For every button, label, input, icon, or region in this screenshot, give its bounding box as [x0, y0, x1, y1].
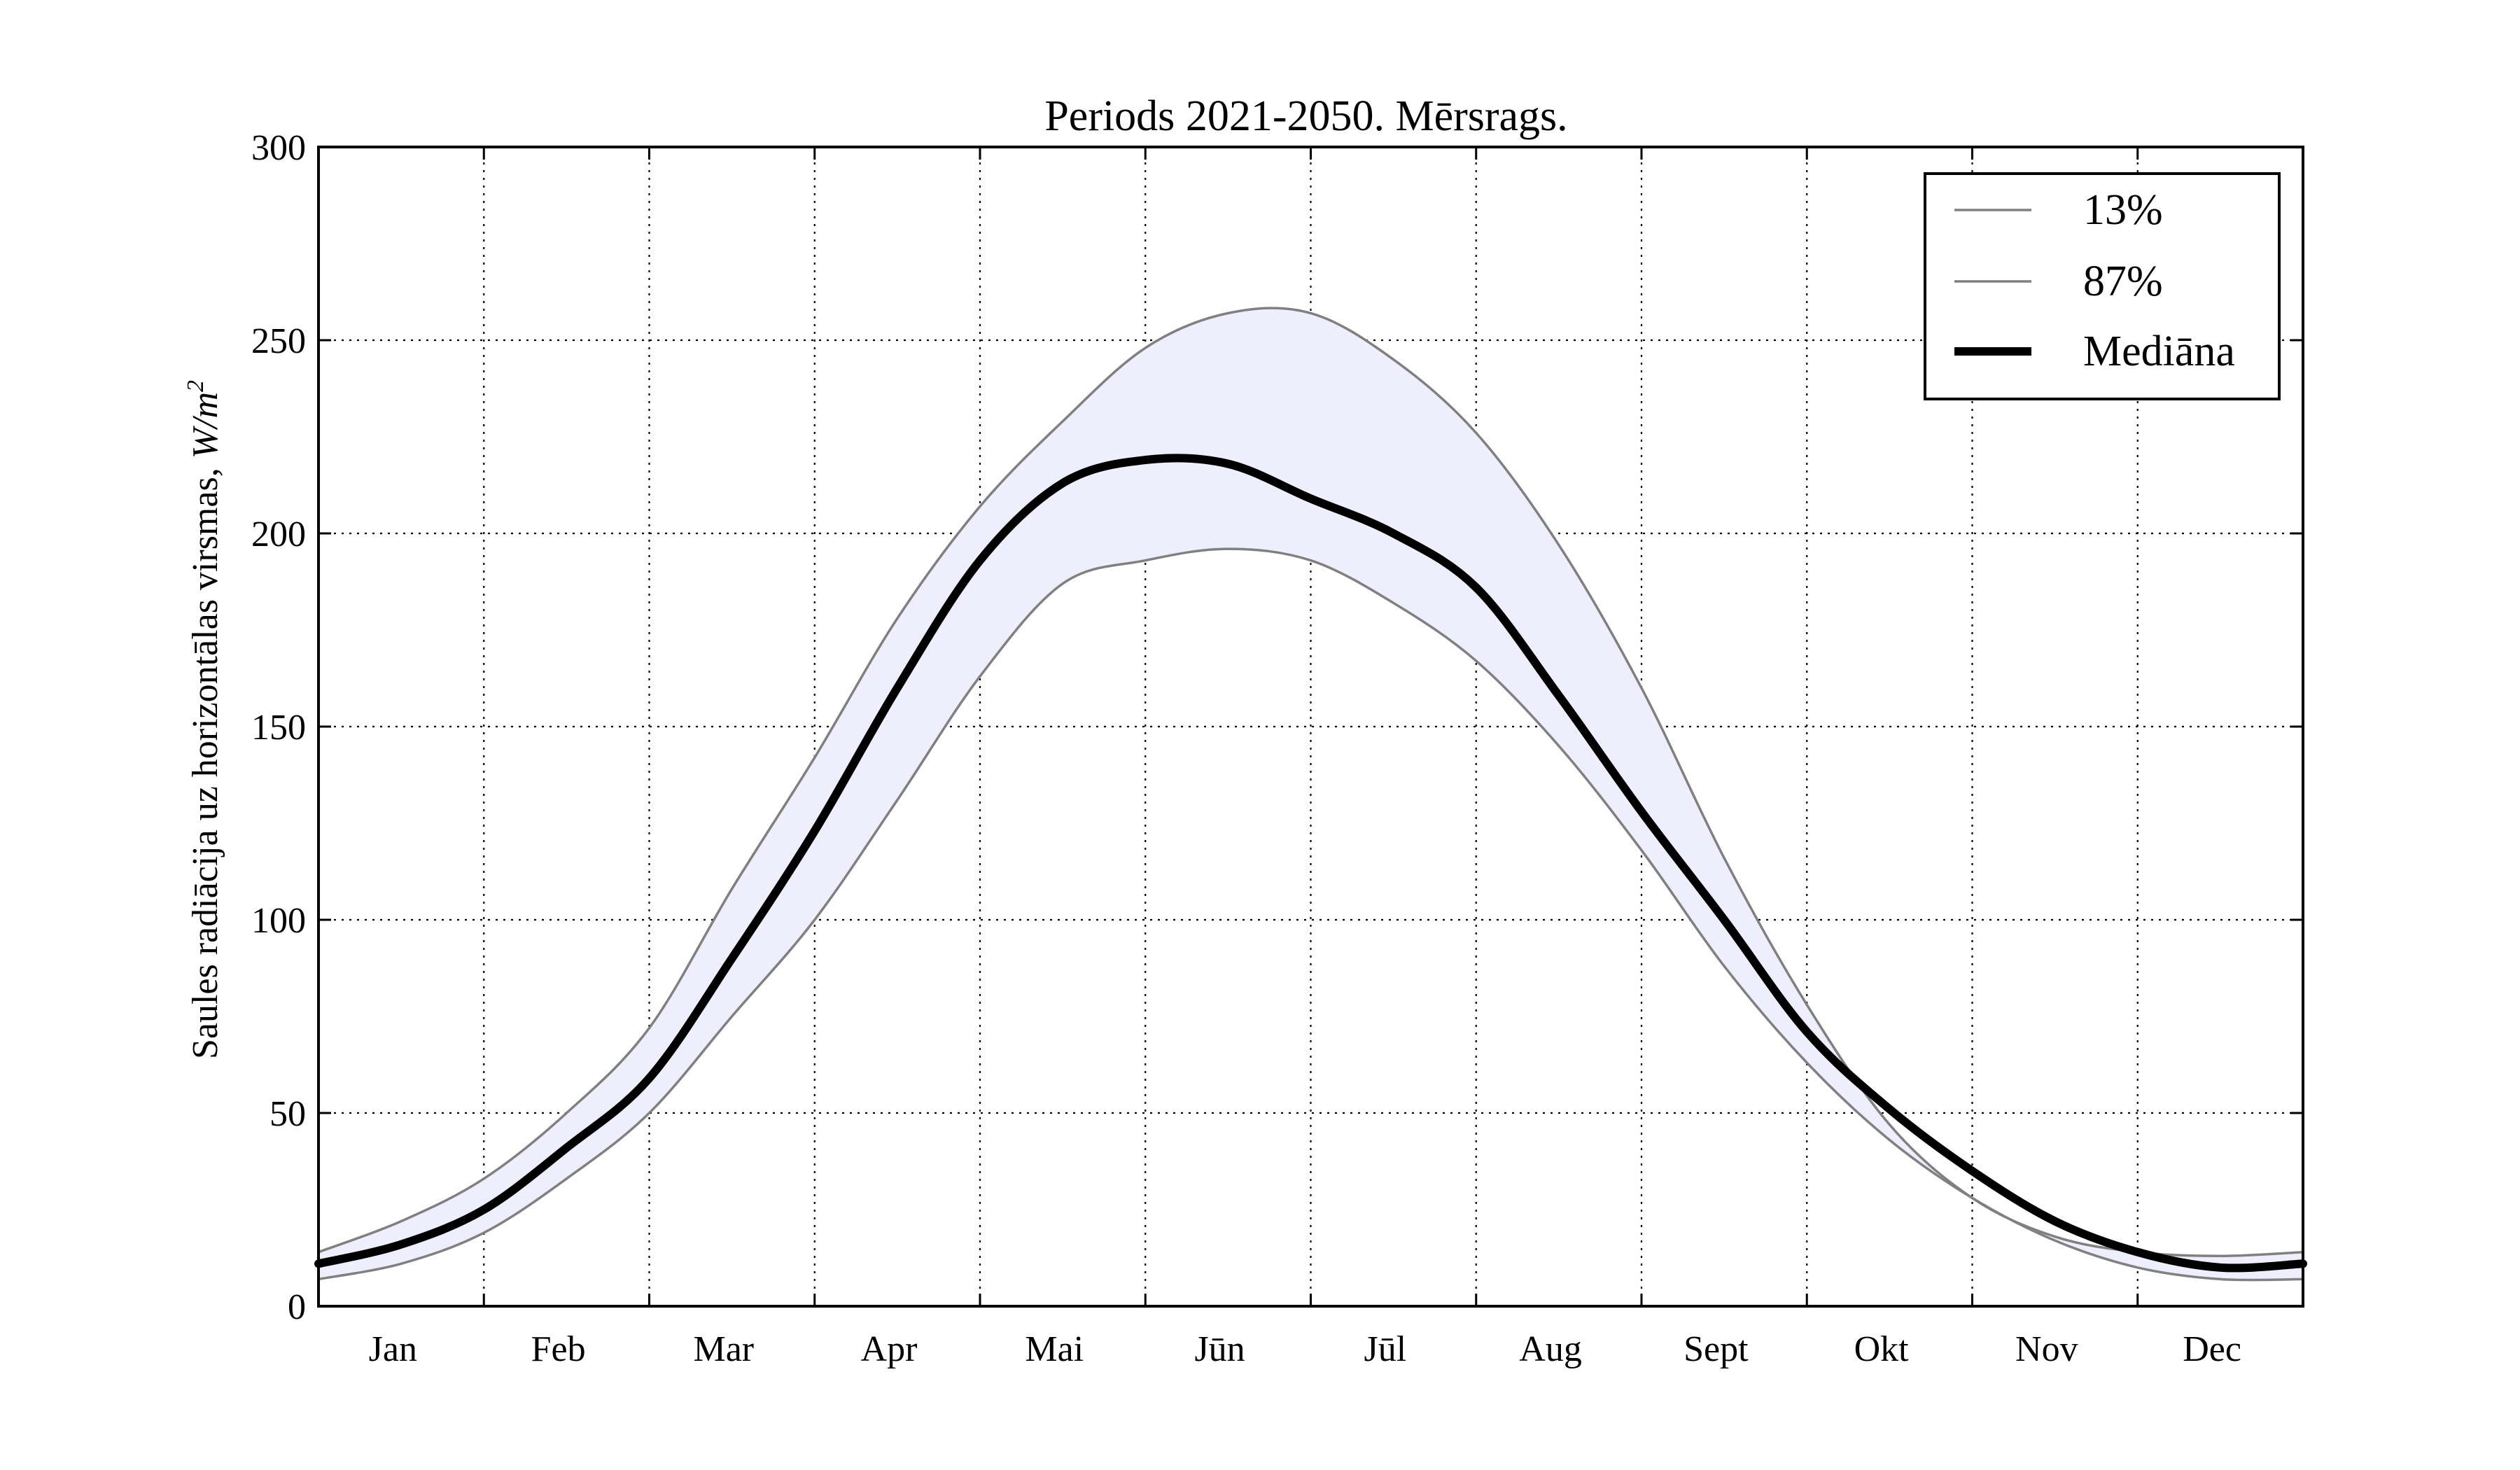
legend: 13% 87% Mediāna: [1924, 172, 2281, 400]
legend-label: 13%: [2083, 186, 2163, 234]
y-tick-label: 0: [288, 1287, 306, 1327]
y-tick-label: 300: [251, 128, 306, 168]
chart-title: Periods 2021-2050. Mērsrags.: [1044, 92, 1567, 140]
x-tick-label: Jūn: [1194, 1329, 1245, 1369]
x-tick-label: Mar: [693, 1329, 754, 1369]
axes: [317, 146, 2304, 1308]
y-axis-label: Saules radiācija uz horizontālas virsmas…: [183, 380, 225, 1059]
series-line-13pct: [317, 307, 2304, 1257]
legend-label: Mediāna: [2083, 328, 2235, 375]
series-line-87pct: [317, 547, 2304, 1282]
series-line-mediāna: [314, 454, 2307, 1273]
x-tick-label: Dec: [2183, 1329, 2241, 1369]
x-tick-label: Okt: [1854, 1329, 1910, 1369]
x-tick-label: Aug: [1519, 1329, 1582, 1369]
y-tick-label: 50: [270, 1094, 306, 1134]
y-tick-label: 150: [251, 708, 306, 748]
x-tick-label: Jūl: [1364, 1329, 1406, 1369]
x-tick-label: Jan: [369, 1329, 417, 1369]
y-tick-label: 200: [251, 514, 306, 554]
y-tick-label: 250: [251, 321, 306, 361]
tick-labels: 0 50 100 150 200 250 300 Jan Feb Mar Apr Mai Jūn Jūl A…: [251, 128, 2241, 1369]
x-tick-label: Sept: [1684, 1329, 1749, 1369]
series-lines: [314, 307, 2307, 1282]
legend-label: 87%: [2083, 258, 2163, 305]
x-tick-label: Feb: [531, 1329, 586, 1369]
x-tick-label: Mai: [1025, 1329, 1084, 1369]
x-tick-label: Nov: [2015, 1329, 2078, 1369]
x-tick-label: Apr: [861, 1329, 918, 1369]
y-tick-label: 100: [251, 901, 306, 941]
